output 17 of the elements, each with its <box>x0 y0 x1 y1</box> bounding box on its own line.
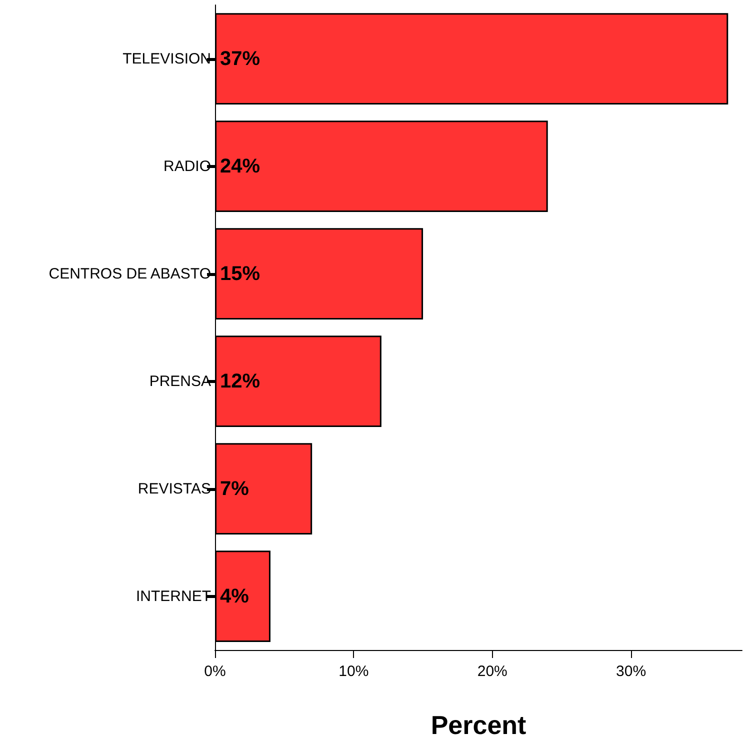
y-tick-label: INTERNET <box>136 588 211 605</box>
data-label: 4% <box>220 585 250 608</box>
x-tick-label: 20% <box>477 663 508 680</box>
y-tick-label: CENTROS DE ABASTO <box>48 265 211 282</box>
y-tick-label: REVISTAS <box>138 480 211 498</box>
data-label: 7% <box>220 478 250 500</box>
x-axis-title: Percent <box>430 710 527 740</box>
data-label: 24% <box>220 155 260 178</box>
data-label: 15% <box>220 262 260 285</box>
x-tick-label: 30% <box>616 663 646 680</box>
x-tick-label: 10% <box>338 663 369 680</box>
y-tick-label: TELEVISION <box>122 50 211 68</box>
y-tick-label: RADIO <box>163 158 211 175</box>
data-label: 37% <box>220 48 260 70</box>
x-tick-label: 0% <box>204 663 226 680</box>
data-label: 12% <box>220 370 260 392</box>
y-tick-label: PRENSA <box>149 372 211 390</box>
